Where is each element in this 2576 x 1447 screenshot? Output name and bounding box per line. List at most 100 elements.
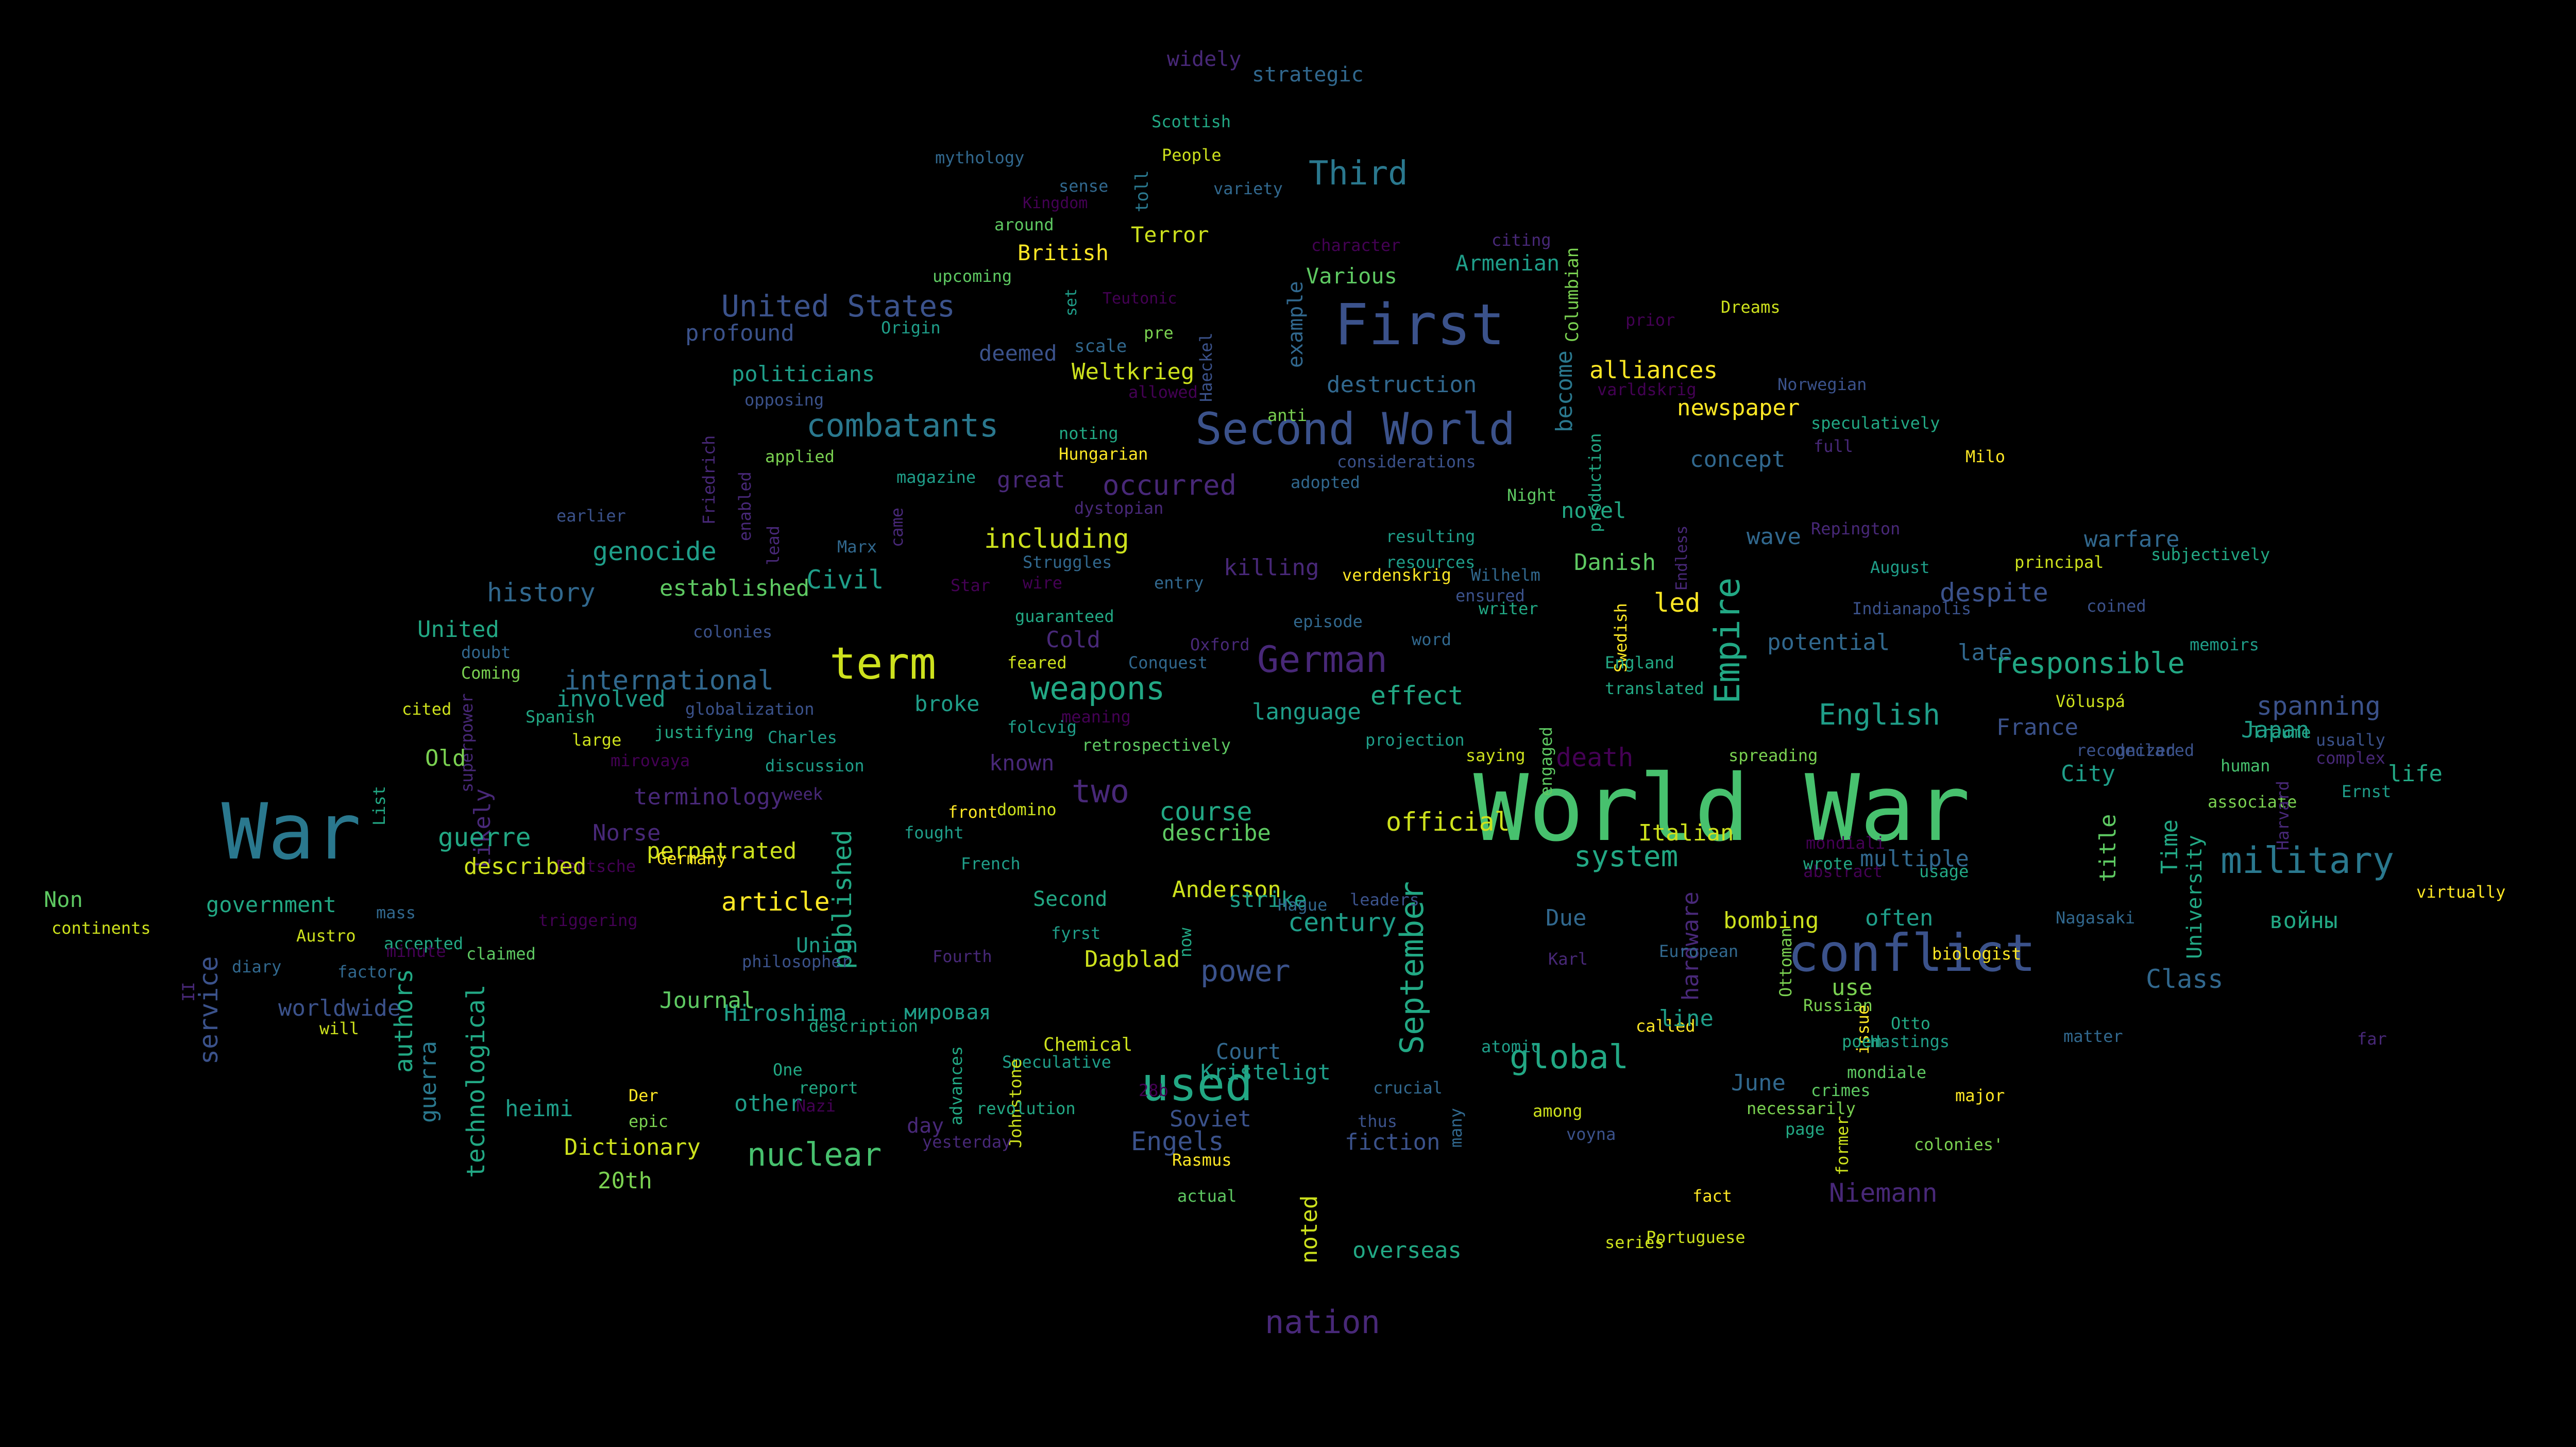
cloud-word: Dreams — [1721, 297, 1781, 317]
cloud-word: Second — [1033, 887, 1108, 911]
cloud-word: Anderson — [1172, 877, 1281, 903]
cloud-word: Germany — [657, 849, 726, 868]
cloud-word: death — [1556, 743, 1634, 772]
cloud-word: anti — [1267, 406, 1308, 425]
cloud-word: magazine — [896, 467, 976, 487]
cloud-word: Armenian — [1455, 250, 1560, 276]
cloud-word: guerre — [438, 822, 531, 852]
cloud-word: abstract — [1803, 862, 1883, 881]
cloud-word: established — [659, 575, 810, 601]
cloud-word: character — [1311, 235, 1401, 255]
cloud-word: Kristeligt — [1200, 1059, 1331, 1085]
cloud-word: international — [564, 665, 774, 696]
cloud-word: Empire — [1707, 577, 1748, 704]
cloud-word: European — [1659, 941, 1739, 961]
cloud-word: Scottish — [1151, 112, 1231, 131]
cloud-word: language — [1252, 699, 1361, 725]
cloud-word: Spanish — [526, 707, 595, 727]
cloud-word: Austro — [296, 926, 356, 946]
cloud-word: Nagasaki — [2056, 908, 2136, 928]
cloud-word: Friedrich — [699, 435, 719, 525]
cloud-word: Union — [796, 934, 858, 957]
cloud-word: virtually — [2416, 882, 2506, 902]
cloud-word: century — [1288, 907, 1397, 937]
cloud-word: coined — [2087, 596, 2146, 616]
cloud-word: wire — [1023, 573, 1063, 593]
cloud-word: domino — [997, 800, 1057, 819]
cloud-word: Civil — [806, 565, 884, 595]
cloud-word: widely — [1167, 47, 1242, 71]
cloud-word: leaders — [1350, 890, 1419, 910]
cloud-word: series — [1605, 1233, 1665, 1252]
cloud-word: late — [1958, 640, 2012, 666]
cloud-word: deemed — [979, 341, 1057, 366]
cloud-word: strike — [1229, 887, 1307, 912]
cloud-word: German — [1257, 638, 1387, 681]
cloud-word: atomic — [1481, 1037, 1541, 1056]
cloud-word: Völuspá — [2056, 692, 2125, 711]
cloud-word: thus — [1358, 1112, 1398, 1131]
cloud-word: prior — [1625, 310, 1675, 330]
cloud-word: former — [1833, 1116, 1852, 1175]
cloud-word: adopted — [1291, 473, 1360, 492]
cloud-word: killing — [1224, 554, 1319, 581]
cloud-word: toll — [1132, 170, 1153, 212]
cloud-word: superpower — [457, 693, 477, 793]
cloud-word: colonies' — [1914, 1135, 2004, 1154]
cloud-word: Nazi — [796, 1096, 836, 1116]
cloud-word: mondiale — [1847, 1063, 1927, 1082]
cloud-word: alliances — [1589, 356, 1718, 384]
cloud-word: Conquest — [1128, 653, 1208, 672]
cloud-word: Rasmus — [1172, 1150, 1232, 1170]
cloud-word: English — [1819, 698, 1941, 732]
cloud-word: Deutsche — [556, 856, 636, 876]
cloud-word: conflict — [1788, 923, 2036, 983]
cloud-word: resources — [1386, 552, 1476, 572]
cloud-word: subjectively — [2151, 545, 2270, 564]
cloud-word: authors — [389, 968, 418, 1073]
cloud-word: entry — [1154, 573, 1204, 593]
cloud-word: 28b — [1139, 1081, 1168, 1100]
cloud-word: verdenskrig — [1342, 565, 1451, 585]
cloud-word: meaning — [1061, 707, 1131, 727]
cloud-word: considerations — [1337, 452, 1476, 472]
cloud-word: around — [994, 215, 1054, 234]
cloud-word: article — [721, 887, 830, 917]
cloud-word: memoirs — [2190, 635, 2259, 654]
cloud-word: First — [1334, 292, 1505, 358]
cloud-word: yesterday — [922, 1132, 1012, 1152]
cloud-word: combatants — [806, 407, 999, 444]
cloud-word: technological — [462, 984, 490, 1178]
cloud-word: crucial — [1373, 1078, 1443, 1098]
cloud-word: мировая — [904, 1001, 991, 1024]
cloud-word: known — [989, 750, 1055, 776]
cloud-word: despite — [1940, 578, 2048, 608]
cloud-word: two — [1072, 772, 1129, 810]
cloud-word: Time — [2157, 819, 2183, 874]
cloud-word: writer — [1479, 599, 1538, 618]
cloud-word: military — [2221, 839, 2395, 882]
cloud-word: potential — [1767, 629, 1890, 655]
cloud-word: projection — [1365, 730, 1465, 750]
cloud-word: August — [1870, 558, 1930, 577]
cloud-word: enabled — [735, 472, 755, 541]
cloud-word: dystopian — [1074, 498, 1164, 518]
cloud-word: Terror — [1131, 222, 1209, 247]
cloud-word: strategic — [1252, 63, 1364, 87]
cloud-word: including — [984, 524, 1129, 554]
cloud-word: weapons — [1030, 669, 1165, 707]
cloud-word: British — [1018, 240, 1109, 265]
cloud-word: War — [222, 787, 361, 877]
cloud-word: fact — [1692, 1186, 1733, 1206]
cloud-word: guerra — [415, 1041, 442, 1123]
cloud-word: complex — [2316, 748, 2385, 768]
cloud-word: among — [1533, 1101, 1583, 1121]
cloud-word: Soviet — [1170, 1106, 1251, 1132]
cloud-word: University — [2183, 835, 2207, 959]
cloud-word: United States — [721, 289, 955, 324]
cloud-word: epic — [629, 1112, 669, 1131]
cloud-word: called — [1636, 1016, 1696, 1036]
cloud-word: doubt — [461, 643, 511, 662]
cloud-word: broke — [914, 691, 980, 716]
